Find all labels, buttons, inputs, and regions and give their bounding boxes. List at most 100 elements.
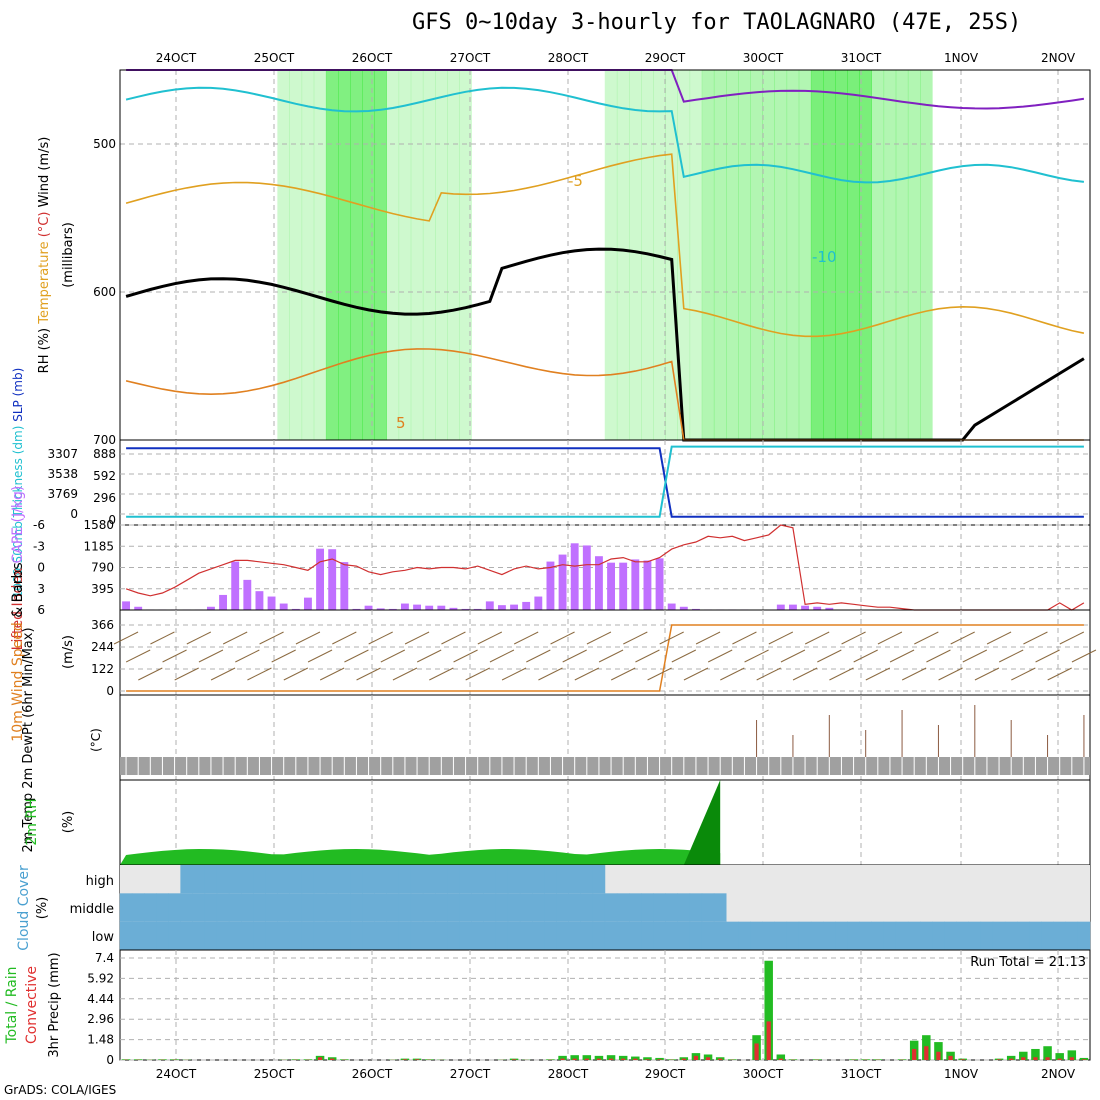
precip-total-bar xyxy=(631,1056,640,1060)
x-tick-label-bottom: 27OCT xyxy=(450,1067,491,1081)
y-axis-label: Cloud Cover xyxy=(16,865,32,951)
cape-bar xyxy=(510,604,519,610)
cloud-high xyxy=(507,865,521,894)
cloud-middle xyxy=(216,893,230,922)
precip-convective-bar xyxy=(596,1058,602,1060)
x-tick-label-top: 2NOV xyxy=(1041,51,1076,65)
wind-barb xyxy=(526,649,551,663)
cloud-middle xyxy=(665,893,678,922)
cape-bar xyxy=(485,601,494,610)
cape-bar xyxy=(497,605,506,610)
cape-bar xyxy=(691,608,700,610)
cloud-low xyxy=(726,921,739,950)
cloud-low xyxy=(398,921,412,950)
y-tick-label: 790 xyxy=(91,561,114,575)
y-tick-label: 4.44 xyxy=(87,992,114,1006)
cloud-low xyxy=(895,921,909,950)
cloud-low xyxy=(1004,921,1018,950)
cloud-middle xyxy=(410,893,424,922)
cape-bar xyxy=(255,591,264,610)
y-tick-label: 395 xyxy=(91,582,114,596)
precip-convective-bar xyxy=(778,1058,783,1060)
cape-bar xyxy=(449,607,458,610)
wind-barb xyxy=(610,667,636,681)
cloud-high xyxy=(580,865,594,894)
cape-bar xyxy=(546,561,555,610)
upper-air-panel: -5 -10 5 500 600 700 xyxy=(93,69,1091,447)
rh-shade xyxy=(762,70,775,440)
precip-total-bar xyxy=(558,1055,567,1060)
wind-barb xyxy=(441,631,466,645)
cape-bar xyxy=(776,604,785,610)
cloud-low xyxy=(604,921,618,950)
precip-total-bar xyxy=(121,1059,131,1060)
cloud-low xyxy=(871,921,885,950)
precip-convective-bar xyxy=(572,1058,577,1060)
cloud-low xyxy=(1029,921,1042,950)
cloud-high xyxy=(192,865,206,894)
cloud-high xyxy=(556,865,569,894)
precip-convective-bar xyxy=(693,1055,699,1060)
cloud-middle xyxy=(568,893,581,922)
y-tick-label: 3 xyxy=(37,582,45,596)
cloud-low xyxy=(641,921,654,950)
cloud-middle xyxy=(228,893,242,922)
cloud-low xyxy=(374,921,387,950)
rh-shade xyxy=(604,70,618,440)
rh-shade xyxy=(750,70,763,440)
cloud-low xyxy=(689,921,703,950)
cape-bar xyxy=(558,554,567,610)
wind-barb xyxy=(986,631,1012,645)
cloud-low xyxy=(847,921,860,950)
cloud-low xyxy=(592,921,606,950)
wind-barb xyxy=(1071,649,1097,663)
rh-shade xyxy=(616,70,630,440)
rh-shade xyxy=(277,70,290,440)
rh-shade xyxy=(447,70,460,440)
precip-total-bar xyxy=(934,1042,943,1060)
cloud-low xyxy=(750,921,763,950)
wind-barb xyxy=(998,649,1024,663)
precip-total-bar xyxy=(643,1057,652,1060)
cloud-low xyxy=(786,921,800,950)
precip-convective-bar xyxy=(1009,1058,1014,1060)
precip-total-bar xyxy=(861,1059,870,1060)
y-axis-label: Total / Rain xyxy=(4,966,20,1044)
rh-shade xyxy=(313,70,327,440)
cloud-low xyxy=(1017,921,1030,950)
contour-label: -5 xyxy=(568,172,583,190)
cloud-high xyxy=(435,865,448,894)
precip-total-bar xyxy=(667,1059,676,1060)
cloud-middle xyxy=(544,893,557,922)
wind-barb xyxy=(186,631,212,645)
y-tick-label: 3538 xyxy=(47,467,78,481)
cloud-middle xyxy=(119,893,133,922)
cloud-high xyxy=(241,865,254,894)
cape-bar xyxy=(473,608,482,610)
cloud-high xyxy=(410,865,424,894)
wind-barb xyxy=(125,649,151,663)
precip-convective-bar xyxy=(960,1059,965,1060)
cloud-high xyxy=(483,865,497,894)
rh-shade xyxy=(786,70,800,440)
cloud-middle xyxy=(495,893,509,922)
cloud-middle xyxy=(592,893,606,922)
precip-total-bar xyxy=(1043,1046,1052,1060)
wind-barb xyxy=(938,667,963,681)
wind-barb xyxy=(671,649,697,663)
wind-speed-line xyxy=(126,624,1084,692)
cloud-low xyxy=(556,921,569,950)
cloud-middle xyxy=(701,893,715,922)
wind-barb xyxy=(756,667,781,681)
cloud-low xyxy=(338,921,351,950)
cloud-middle xyxy=(580,893,594,922)
cloud-middle xyxy=(362,893,375,922)
cloud-middle xyxy=(156,893,169,922)
cloud-low xyxy=(325,921,339,950)
cloud-high xyxy=(265,865,278,894)
wind-barb xyxy=(344,649,369,663)
precip-convective-bar xyxy=(1081,1059,1087,1060)
wind-barb xyxy=(429,667,454,681)
wind-barb xyxy=(404,631,430,645)
precip-total-bar xyxy=(158,1059,167,1060)
